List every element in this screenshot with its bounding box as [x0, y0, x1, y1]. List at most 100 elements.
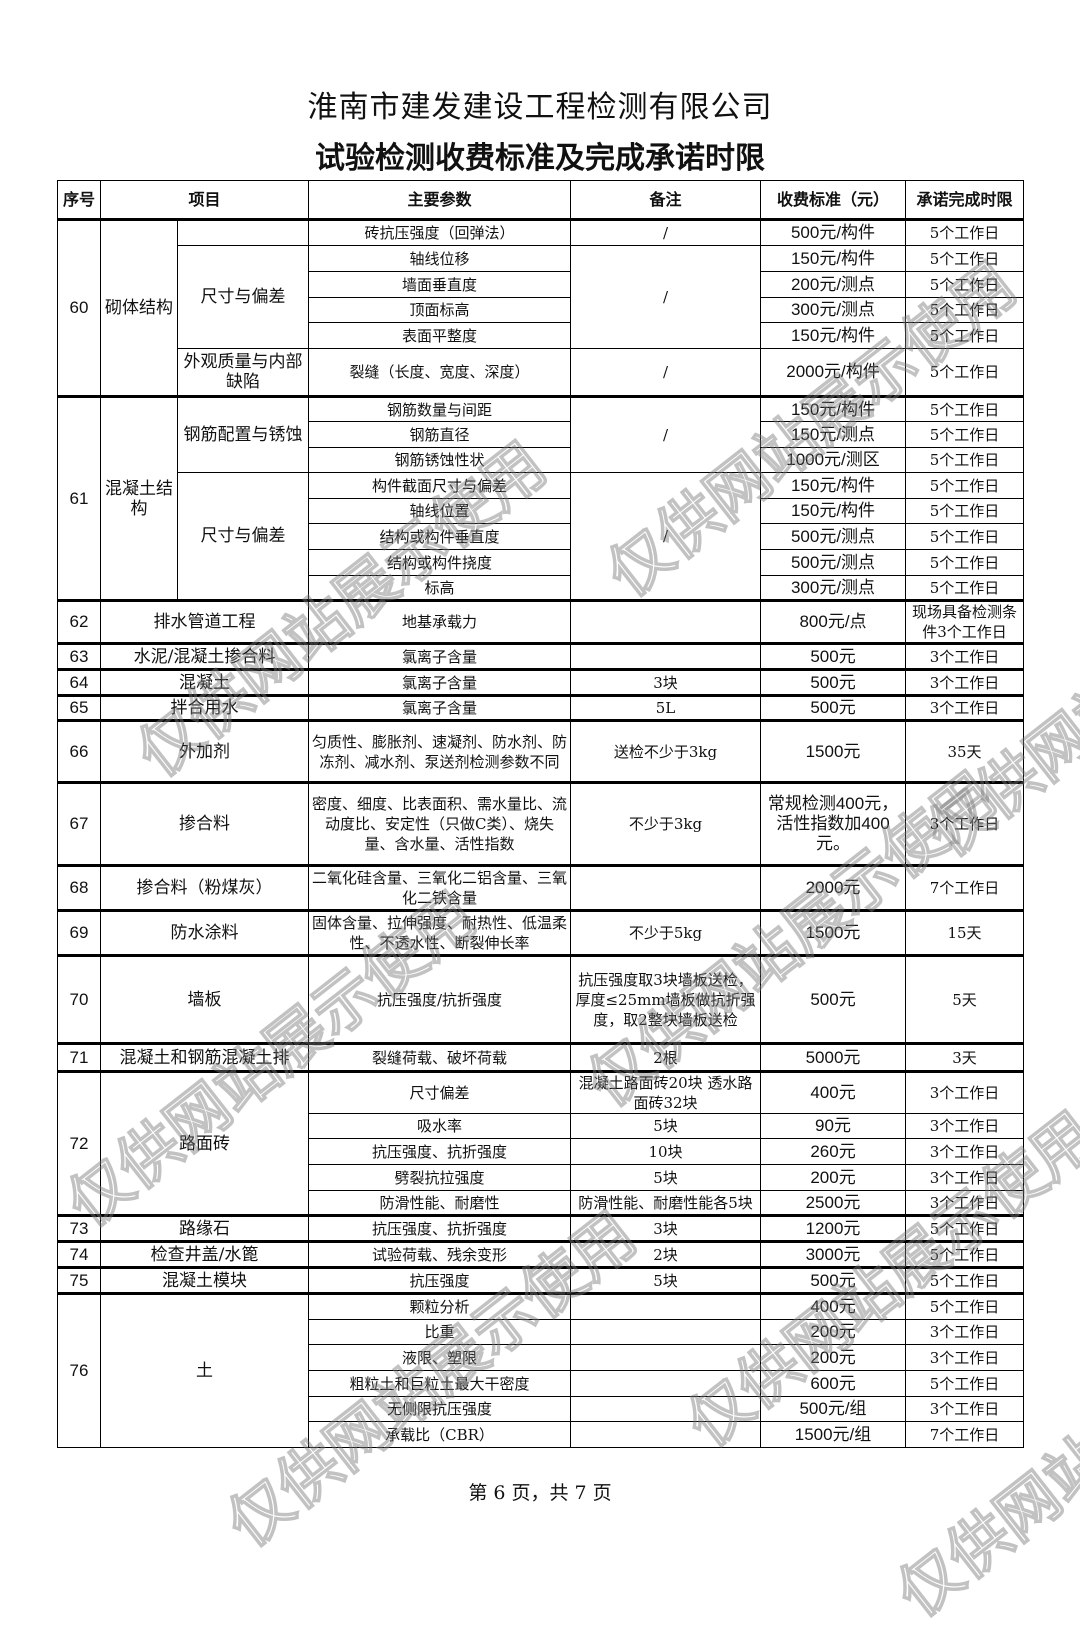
fee: 500元 [760, 642, 907, 670]
note: 3块 [570, 1214, 762, 1242]
completion-time: 15天 [905, 909, 1025, 956]
note [570, 1292, 762, 1320]
completion-time: 5个工作日 [905, 447, 1025, 473]
test-parameter: 无侧限抗压强度 [308, 1396, 572, 1422]
completion-time: 3个工作日 [905, 1344, 1025, 1371]
note: 5L [570, 694, 762, 721]
fee: 2500元 [760, 1190, 907, 1216]
test-parameter: 抗压强度、抗折强度 [308, 1138, 572, 1165]
seq-number: 61 [57, 395, 101, 601]
table-row: 65 拌合用水 氯离子含量 5L 500元 3个工作日 [57, 694, 1025, 721]
test-parameter: 钢筋直径 [308, 421, 572, 448]
fee: 500元/组 [760, 1396, 907, 1422]
fee: 1500元/组 [760, 1421, 907, 1448]
table-row: 结构或构件挠度 500元/测点 5个工作日 [58, 549, 1025, 576]
test-parameter: 液限、塑限 [308, 1344, 572, 1371]
fee: 200元/测点 [760, 271, 907, 298]
test-parameter: 抗压强度 [308, 1266, 572, 1294]
fee: 300元/测点 [760, 575, 907, 601]
item-name: 防水涂料 [99, 909, 310, 956]
seq-number: 72 [57, 1070, 101, 1216]
test-parameter: 地基承载力 [308, 599, 572, 644]
completion-time: 3个工作日 [905, 1138, 1025, 1165]
test-parameter: 尺寸偏差 [308, 1070, 572, 1114]
table-row: 75 混凝土模块 抗压强度 5块 500元 5个工作日 [57, 1266, 1025, 1294]
seq-number: 65 [57, 694, 101, 721]
table-row: 68 掺合料（粉煤灰） 二氧化硅含量、三氧化二铝含量、三氧化二铁含量 2000元 7个工… [57, 864, 1025, 911]
completion-time: 3个工作日 [905, 694, 1025, 721]
table-row: 尺寸与偏差 轴线位移/150元/构件 5个工作日 [58, 245, 1025, 349]
fee: 150元/构件 [760, 395, 907, 422]
completion-time: 3个工作日 [905, 1190, 1025, 1216]
completion-time: 5个工作日 [905, 498, 1025, 524]
note: / [570, 348, 762, 397]
completion-time: 5个工作日 [905, 271, 1025, 298]
fee: 500元 [760, 694, 907, 721]
fee: 2000元/构件 [760, 348, 907, 397]
test-parameter: 砖抗压强度（回弹法） [308, 218, 572, 246]
note: 3块 [570, 668, 762, 696]
note: / [570, 395, 762, 473]
fee: 500元 [760, 668, 907, 696]
subitem-name: 尺寸与偏差 [176, 472, 310, 601]
col-header-item: 项目 [99, 180, 310, 220]
test-parameter: 结构或构件垂直度 [308, 523, 572, 550]
note [570, 1319, 762, 1345]
item-name: 拌合用水 [99, 694, 310, 721]
seq-number: 60 [57, 218, 101, 397]
table-row: 粗粒土和巨粒土最大干密度 600元 5个工作日 [58, 1370, 1025, 1397]
completion-time: 5个工作日 [905, 348, 1025, 397]
col-header-time: 承诺完成时限 [905, 180, 1025, 220]
fee: 500元 [760, 1266, 907, 1294]
test-parameter: 构件截面尺寸与偏差 [308, 472, 572, 499]
completion-time: 5个工作日 [905, 1266, 1025, 1294]
note: 2根 [570, 1042, 762, 1072]
table-row: 尺寸与偏差 构件截面尺寸与偏差/150元/构件 5个工作日 [58, 472, 1025, 601]
item-name: 混凝土和钢筋混凝土排 [99, 1042, 310, 1072]
fee: 150元/测点 [760, 421, 907, 448]
note: / [570, 218, 762, 246]
item-name: 混凝土 [99, 668, 310, 696]
completion-time: 5个工作日 [905, 297, 1025, 323]
test-parameter: 固体含量、拉伸强度、耐热性、低温柔性、不透水性、断裂伸长率 [308, 909, 572, 956]
seq-number: 64 [57, 668, 101, 696]
test-parameter: 墙面垂直度 [308, 271, 572, 298]
completion-time: 5个工作日 [905, 1240, 1025, 1268]
completion-time: 5个工作日 [905, 421, 1025, 448]
note: 5块 [570, 1164, 762, 1191]
table-row: 液限、塑限 200元 3个工作日 [58, 1344, 1025, 1371]
item-name: 砌体结构 [100, 218, 178, 397]
fee: 1200元 [760, 1214, 907, 1242]
fee: 1500元 [760, 719, 907, 783]
table-row: 表面平整度 150元/构件 5个工作日 [58, 322, 1025, 349]
completion-time: 3个工作日 [905, 1070, 1025, 1114]
fee: 400元 [760, 1292, 907, 1320]
table-row: 钢筋锈蚀性状 1000元/测区 5个工作日 [58, 447, 1025, 473]
fee-standard-table: 序号 项目 主要参数 备注 收费标准（元） 承诺完成时限 60 砌体结构 砖抗压强度… [57, 180, 1025, 1448]
subitem-name [176, 218, 310, 246]
fee: 常规检测400元，活性指数加400元。 [760, 781, 907, 866]
completion-time: 7个工作日 [905, 1421, 1025, 1448]
item-name: 掺合料（粉煤灰） [99, 864, 310, 911]
page-footer: 第 6 页，共 7 页 [468, 1482, 612, 1504]
fee: 500元/测点 [760, 523, 907, 550]
test-parameter: 裂缝荷载、破坏荷载 [308, 1042, 572, 1072]
table-row: 轴线位置 150元/构件 5个工作日 [58, 498, 1025, 524]
note: 10块 [570, 1138, 762, 1165]
completion-time: 现场具备检测条件3个工作日 [905, 599, 1025, 644]
completion-time: 5个工作日 [905, 1292, 1025, 1320]
item-name: 路缘石 [99, 1214, 310, 1242]
note: 5块 [570, 1113, 762, 1139]
test-parameter: 抗压强度/抗折强度 [308, 954, 572, 1044]
table-row: 标高 300元/测点 5个工作日 [58, 575, 1025, 601]
fee: 200元 [760, 1344, 907, 1371]
fee: 200元 [760, 1164, 907, 1191]
fee: 400元 [760, 1070, 907, 1114]
table-row: 吸水率 5块 90元 3个工作日 [58, 1113, 1025, 1139]
completion-time: 35天 [905, 719, 1025, 783]
test-parameter: 二氧化硅含量、三氧化二铝含量、三氧化二铁含量 [308, 864, 572, 911]
test-parameter: 钢筋锈蚀性状 [308, 447, 572, 473]
subitem-name: 尺寸与偏差 [176, 245, 310, 349]
fee: 150元/构件 [760, 498, 907, 524]
test-parameter: 轴线位置 [308, 498, 572, 524]
